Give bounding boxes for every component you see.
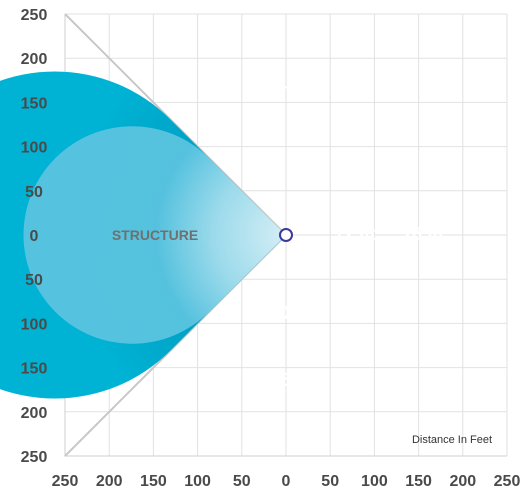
y-tick-label: 100 (21, 316, 48, 333)
x-tick-label: 0 (282, 473, 291, 490)
origin-marker (279, 228, 293, 242)
y-tick-label: 50 (25, 184, 43, 201)
inner-coverage-zone (23, 126, 286, 344)
structure-label: STRUCTURE (112, 227, 198, 243)
inner-radius-label: 123ft (334, 224, 376, 244)
y-tick-label: 0 (30, 228, 39, 245)
coverage-zones (0, 71, 286, 399)
x-tick-label: 250 (52, 473, 79, 490)
outer-wattage-label: 115W (262, 370, 308, 390)
y-tick-label: 50 (25, 272, 43, 289)
y-tick-label: 250 (21, 7, 48, 24)
x-tick-label: 150 (405, 473, 432, 490)
x-tick-label: 50 (233, 473, 251, 490)
x-tick-label: 50 (321, 473, 339, 490)
x-tick-label: 200 (96, 473, 123, 490)
y-tick-label: 200 (21, 405, 48, 422)
inner-wattage-label: 50W (269, 303, 306, 323)
y-tick-label: 150 (21, 361, 48, 378)
x-tick-label: 150 (140, 473, 167, 490)
distance-units-label: Distance In Feet (412, 434, 492, 446)
y-axis-ticks: 250 200 150 100 50 0 50 100 150 200 250 (21, 7, 48, 466)
outer-radius-label: 185ft (402, 224, 444, 244)
y-tick-label: 200 (21, 51, 48, 68)
x-tick-label: 200 (449, 473, 476, 490)
x-tick-label: 250 (494, 473, 521, 490)
x-tick-label: 100 (184, 473, 211, 490)
y-tick-label: 250 (21, 449, 48, 466)
y-tick-label: 150 (21, 95, 48, 112)
y-tick-label: 100 (21, 140, 48, 157)
x-tick-label: 100 (361, 473, 388, 490)
coverage-angle-label: 270˚ (275, 83, 309, 102)
x-axis-ticks: 250 200 150 100 50 0 50 100 150 200 250 (52, 473, 521, 490)
